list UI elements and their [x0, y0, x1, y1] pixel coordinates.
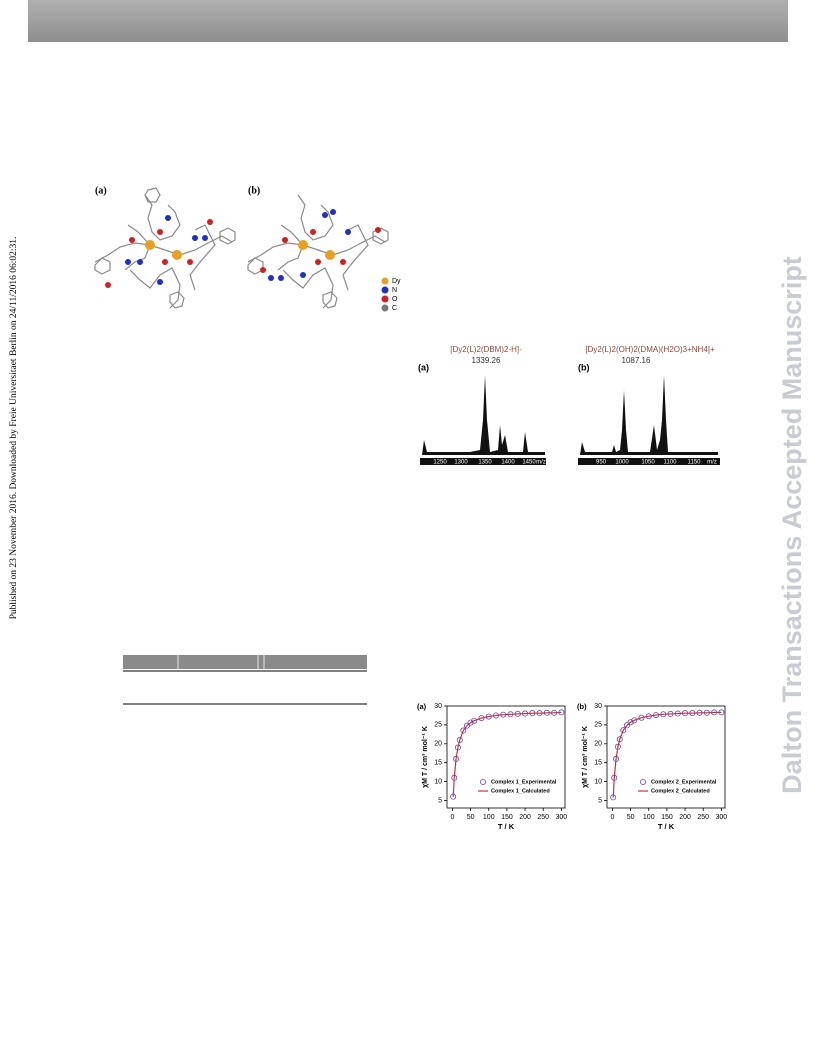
- x-tick-label: 100: [643, 814, 655, 821]
- panel-label: (b): [578, 362, 590, 372]
- panel-label: (a): [418, 362, 429, 372]
- x-tick-label: 1300: [454, 460, 468, 466]
- peak-label: 1339.26: [472, 356, 501, 365]
- header-bar: [28, 0, 788, 42]
- panel-label: (a): [95, 185, 107, 196]
- x-tick-label: 200: [519, 814, 531, 821]
- panel-label: (b): [248, 185, 260, 196]
- y-tick-label: 5: [438, 797, 442, 804]
- y-tick-label: 20: [434, 741, 442, 748]
- legend-label: Complex 1_Calculated: [491, 788, 550, 794]
- x-axis-label: T / K: [658, 822, 675, 831]
- data-point: [471, 717, 478, 724]
- x-tick-label: 50: [627, 814, 635, 821]
- y-tick-label: 25: [434, 722, 442, 729]
- x-tick-label: 300: [556, 814, 568, 821]
- y-tick-label: 30: [434, 703, 442, 710]
- x-tick-label: 100: [483, 814, 495, 821]
- x-tick-label: 300: [716, 814, 728, 821]
- legend-label: O: [392, 296, 398, 303]
- data-point: [623, 722, 630, 729]
- series-line: [452, 711, 562, 797]
- spectrum-trace: [422, 375, 545, 455]
- x-tick-label: 50: [467, 814, 475, 821]
- y-tick-label: 15: [594, 760, 602, 767]
- spectrum-axis: [420, 458, 546, 465]
- x-tick-label: 1450: [522, 460, 536, 466]
- x-tick-label: 0: [450, 814, 454, 821]
- legend-swatch: [640, 779, 647, 786]
- data-point: [456, 737, 463, 744]
- y-tick-label: 10: [434, 778, 442, 785]
- x-tick-label: 1250: [433, 460, 447, 466]
- x-unit: m/z: [536, 460, 546, 466]
- plot-frame: [446, 705, 566, 809]
- spectrum-axis: [578, 458, 720, 465]
- x-tick-label: 150: [661, 814, 673, 821]
- x-tick-label: 1100: [664, 460, 678, 466]
- x-tick-label: 950: [596, 460, 607, 466]
- legend-label: Complex 2_Experimental: [651, 779, 717, 785]
- y-tick-label: 5: [598, 797, 602, 804]
- side-note: Published on 23 November 2016. Downloade…: [9, 237, 19, 620]
- x-tick-label: 1350: [478, 460, 492, 466]
- x-tick-label: 0: [610, 814, 614, 821]
- y-tick-label: 25: [594, 722, 602, 729]
- data-point: [460, 727, 467, 734]
- atom-legend: Dy N O C: [381, 277, 401, 312]
- data-point: [627, 719, 634, 726]
- y-tick-label: 15: [434, 760, 442, 767]
- legend-label: Complex 2_Calculated: [651, 788, 710, 794]
- plot-frame: [606, 705, 726, 809]
- y-axis-label: χM T / cm³ mol⁻¹ K: [582, 726, 589, 788]
- x-tick-label: 1000: [615, 460, 629, 466]
- y-axis-label: χM T / cm³ mol⁻¹ K: [422, 726, 429, 788]
- spectra-figure: [Dy2(L)2(DBM)2-H]- 1339.26 (a) 1250 1300…: [418, 345, 720, 466]
- x-tick-label: 1050: [641, 460, 655, 466]
- x-tick-label: 250: [697, 814, 709, 821]
- watermark: Dalton Transactions Accepted Manuscript: [777, 256, 807, 794]
- structure-figure: (a) (b): [94, 185, 401, 312]
- molecule: [247, 194, 389, 309]
- y-tick-label: 10: [594, 778, 602, 785]
- data-point: [631, 717, 638, 724]
- legend-label: N: [392, 287, 397, 294]
- panel-label: (a): [417, 702, 427, 711]
- data-point: [620, 727, 627, 734]
- legend-label: Dy: [392, 278, 401, 285]
- legend-label: C: [392, 305, 397, 312]
- spectrum-formula: [Dy2(L)2(OH)2(DMA)(H2O)3+NH4]+: [585, 345, 715, 354]
- panel-label: (b): [577, 702, 587, 711]
- legend-label: Complex 1_Experimental: [491, 779, 557, 785]
- x-tick-label: 150: [501, 814, 513, 821]
- y-tick-label: 20: [594, 741, 602, 748]
- table-header: [123, 655, 367, 669]
- table: [123, 655, 367, 705]
- x-tick-label: 1400: [501, 460, 515, 466]
- x-axis-label: T / K: [498, 822, 515, 831]
- molecule: [94, 187, 236, 309]
- x-tick-label: 200: [679, 814, 691, 821]
- series-line: [612, 711, 722, 798]
- peak-label: 1087.16: [622, 356, 651, 365]
- spectrum-trace: [580, 375, 718, 455]
- spectrum-formula: [Dy2(L)2(DBM)2-H]-: [450, 345, 522, 354]
- data-point: [463, 722, 470, 729]
- legend-swatch: [479, 779, 486, 786]
- data-point: [467, 719, 474, 726]
- x-unit: m/z: [707, 460, 717, 466]
- y-tick-label: 30: [594, 703, 602, 710]
- x-tick-label: 250: [537, 814, 549, 821]
- data-point: [616, 736, 623, 743]
- x-tick-label: 1150: [688, 460, 702, 466]
